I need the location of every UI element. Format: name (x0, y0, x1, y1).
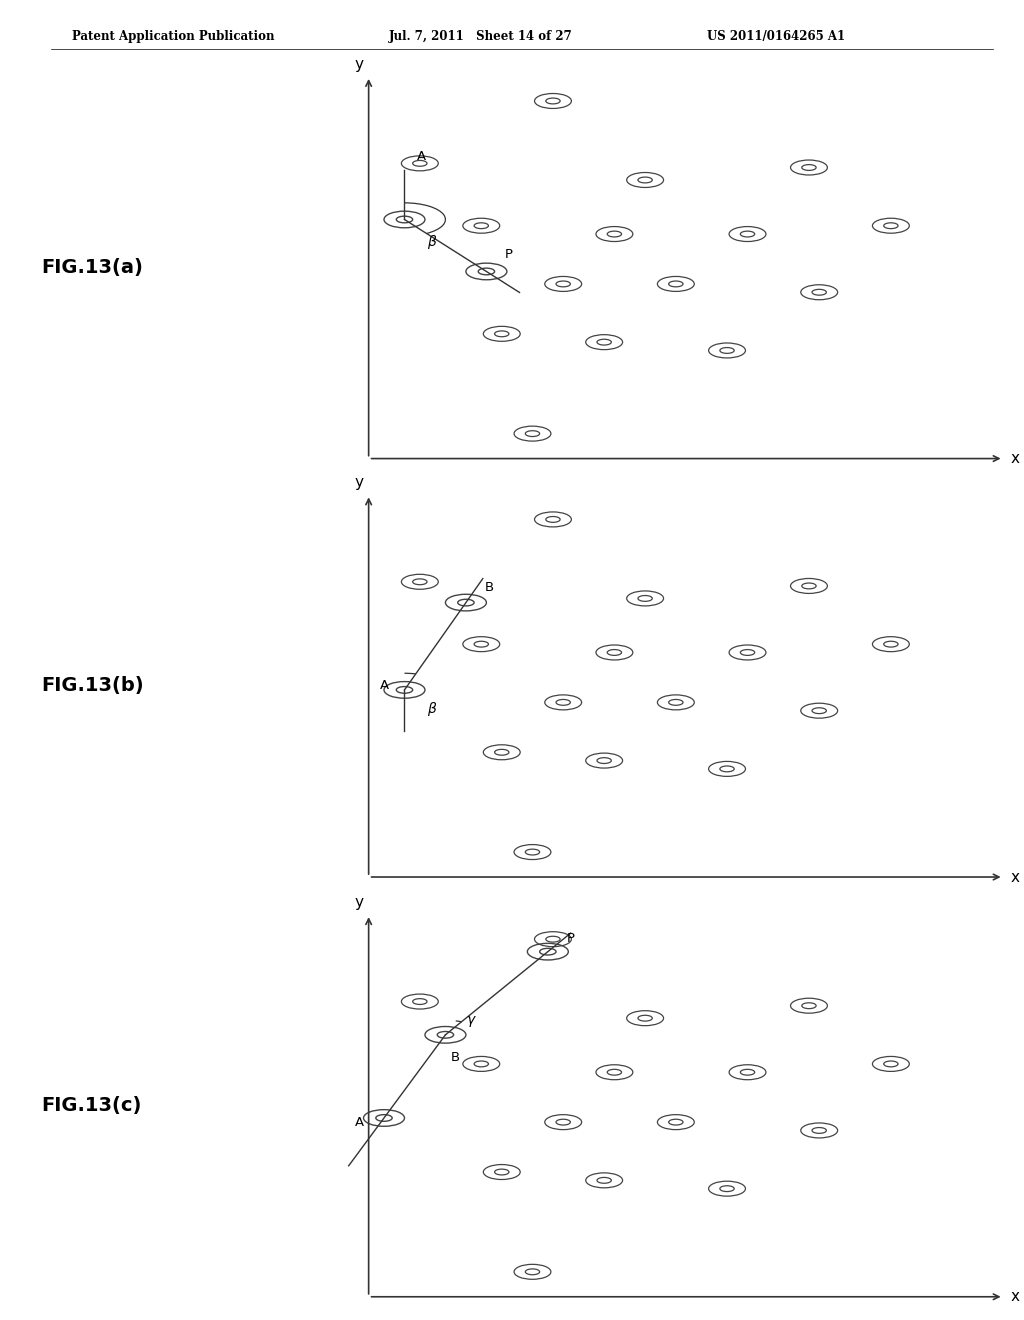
Text: $\gamma$: $\gamma$ (466, 1014, 477, 1028)
Text: P: P (566, 932, 574, 945)
Text: FIG.13(a): FIG.13(a) (41, 257, 142, 277)
Text: FIG.13(b): FIG.13(b) (41, 676, 143, 696)
Text: y: y (354, 895, 364, 909)
Text: x: x (1011, 451, 1020, 466)
Text: x: x (1011, 870, 1020, 884)
Text: y: y (354, 57, 364, 71)
Text: B: B (484, 581, 494, 594)
Text: A: A (417, 150, 426, 164)
Text: B: B (451, 1052, 460, 1064)
Text: $\beta$: $\beta$ (427, 700, 437, 718)
Text: FIG.13(c): FIG.13(c) (41, 1096, 141, 1115)
Text: x: x (1011, 1290, 1020, 1304)
Text: $\beta$: $\beta$ (427, 234, 437, 251)
Text: P: P (505, 248, 513, 261)
Text: Patent Application Publication: Patent Application Publication (72, 30, 274, 44)
Text: US 2011/0164265 A1: US 2011/0164265 A1 (707, 30, 845, 44)
Text: Jul. 7, 2011   Sheet 14 of 27: Jul. 7, 2011 Sheet 14 of 27 (389, 30, 572, 44)
Text: y: y (354, 475, 364, 490)
Text: A: A (380, 680, 389, 692)
Text: A: A (354, 1115, 364, 1129)
